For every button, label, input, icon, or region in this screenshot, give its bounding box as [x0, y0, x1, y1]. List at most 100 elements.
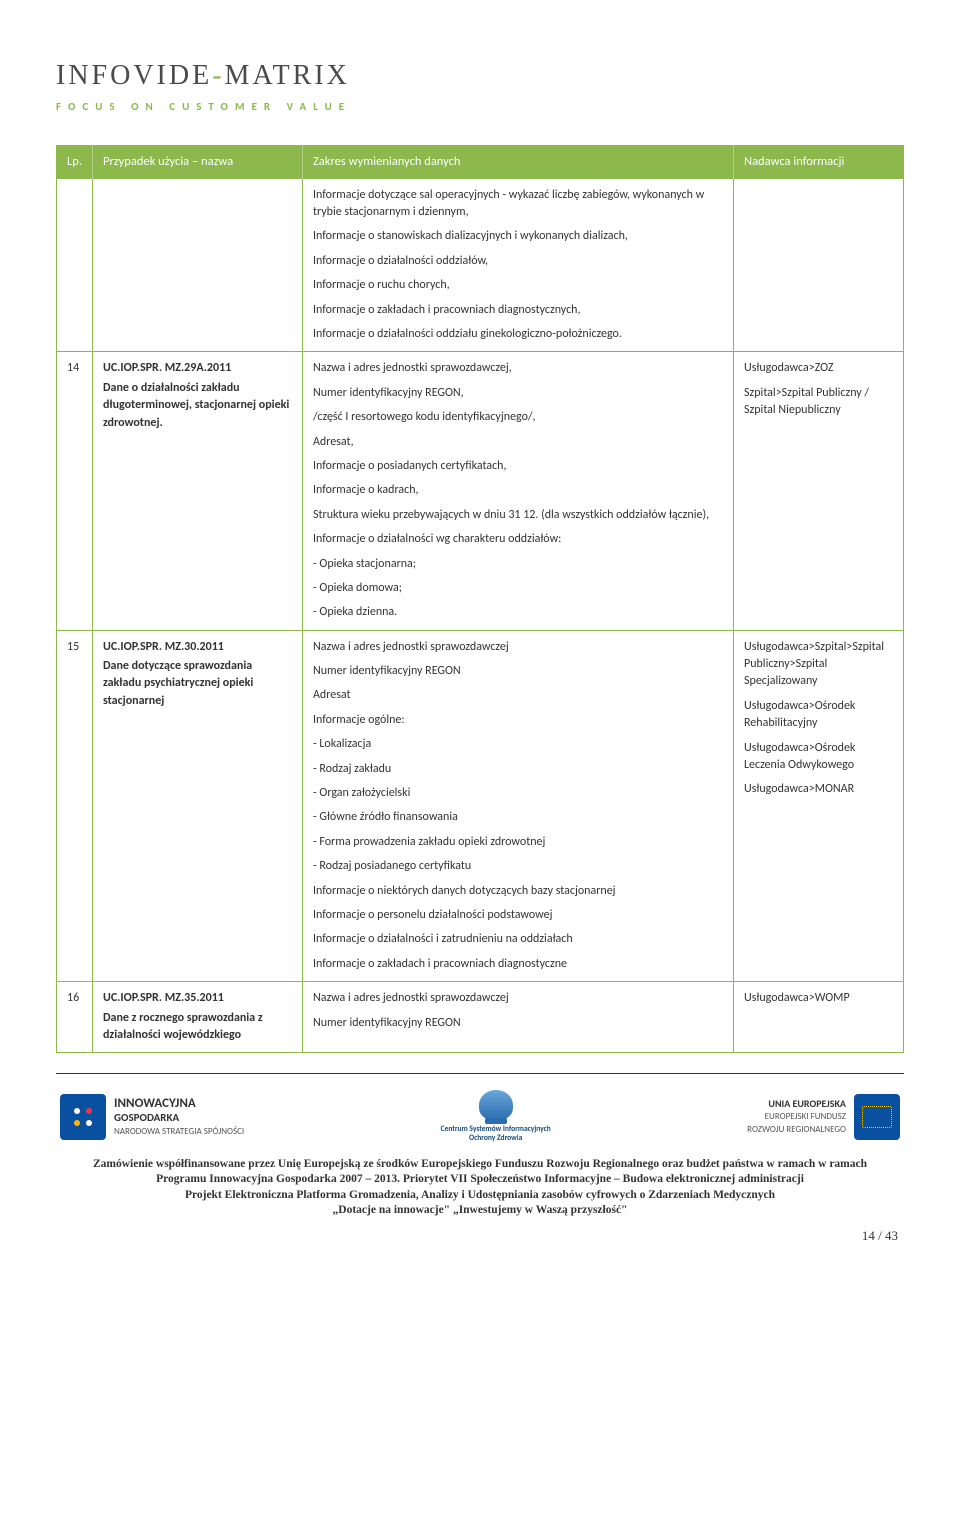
cell-case: UC.IOP.SPR. MZ.35.2011 Dane z rocznego s…: [92, 982, 302, 1053]
case-desc: Dane o działalności zakładu długotermino…: [103, 380, 292, 432]
ue-line3: ROZWOJU REGIONALNEGO: [747, 1124, 846, 1135]
scope-line: Informacje o stanowiskach dializacyjnych…: [313, 228, 723, 245]
ig-text: INNOWACYJNA GOSPODARKA NARODOWA STRATEGI…: [114, 1096, 244, 1138]
scope-line: Informacje o zakładach i pracowniach dia…: [313, 302, 723, 319]
cell-sender: Usługodawca>WOMP: [734, 982, 904, 1053]
cell-scope: Nazwa i adres jednostki sprawozdawczej N…: [302, 630, 733, 981]
logo-innowacyjna: INNOWACYJNA GOSPODARKA NARODOWA STRATEGI…: [60, 1094, 244, 1140]
scope-line: Informacje o działalności wg charakteru …: [313, 531, 723, 548]
case-title: UC.IOP.SPR. MZ.35.2011: [103, 990, 292, 1007]
scope-line: Informacje o personelu działalności pods…: [313, 907, 723, 924]
scope-line: Informacje o działalności oddziału ginek…: [313, 326, 723, 343]
sender-line: Usługodawca>WOMP: [744, 990, 893, 1007]
sender-line: Usługodawca>Szpital>Szpital Publiczny>Sz…: [744, 639, 893, 691]
logo-ue: UNIA EUROPEJSKA EUROPEJSKI FUNDUSZ ROZWO…: [747, 1094, 900, 1140]
logo-brand-left: INFOVIDE: [56, 60, 212, 91]
scope-line: /część I resortowego kodu identyfikacyjn…: [313, 409, 723, 426]
sender-line: Usługodawca>Ośrodek Rehabilitacyjny: [744, 698, 893, 733]
cell-case: [92, 178, 302, 352]
logo-brand: INFOVIDE-MATRIX: [56, 56, 904, 97]
scope-line: Nazwa i adres jednostki sprawozdawczej,: [313, 360, 723, 377]
eu-flag-icon: [854, 1094, 900, 1140]
th-case: Przypadek użycia – nazwa: [92, 145, 302, 178]
th-sender: Nadawca informacji: [734, 145, 904, 178]
case-desc: Dane dotyczące sprawozdania zakładu psyc…: [103, 658, 292, 710]
csi-icon: [479, 1090, 513, 1120]
scope-line: Adresat,: [313, 434, 723, 451]
scope-line: Informacje dotyczące sal operacyjnych - …: [313, 187, 723, 222]
footer-logos: INNOWACYJNA GOSPODARKA NARODOWA STRATEGI…: [56, 1090, 904, 1157]
header-logo: INFOVIDE-MATRIX FOCUS ON CUSTOMER VALUE: [56, 56, 904, 115]
cell-sender: Usługodawca>ZOZ Szpital>Szpital Publiczn…: [734, 352, 904, 630]
footer-text: Zamówienie współfinansowane przez Unię E…: [56, 1157, 904, 1219]
scope-line: Informacje o działalności i zatrudnieniu…: [313, 931, 723, 948]
table-row: 14 UC.IOP.SPR. MZ.29A.2011 Dane o działa…: [57, 352, 904, 630]
page-number: 14 / 43: [56, 1219, 904, 1264]
th-scope: Zakres wymienianych danych: [302, 145, 733, 178]
sender-line: Usługodawca>Ośrodek Leczenia Odwykowego: [744, 740, 893, 775]
case-desc: Dane z rocznego sprawozdania z działalno…: [103, 1010, 292, 1045]
cell-lp: [57, 178, 93, 352]
cell-sender: Usługodawca>Szpital>Szpital Publiczny>Sz…: [734, 630, 904, 981]
footer-text-1: Zamówienie współfinansowane przez Unię E…: [68, 1157, 892, 1188]
cell-lp: 16: [57, 982, 93, 1053]
cell-case: UC.IOP.SPR. MZ.30.2011 Dane dotyczące sp…: [92, 630, 302, 981]
logo-dash: -: [212, 60, 224, 91]
ig-icon: [60, 1094, 106, 1140]
scope-line: - Rodzaj posiadanego certyfikatu: [313, 858, 723, 875]
table-row: 15 UC.IOP.SPR. MZ.30.2011 Dane dotyczące…: [57, 630, 904, 981]
scope-line: Informacje o zakładach i pracowniach dia…: [313, 956, 723, 973]
scope-line: - Opieka domowa;: [313, 580, 723, 597]
scope-line: Numer identyfikacyjny REGON: [313, 1015, 723, 1032]
cell-scope: Nazwa i adres jednostki sprawozdawczej N…: [302, 982, 733, 1053]
scope-line: Numer identyfikacyjny REGON,: [313, 385, 723, 402]
scope-line: - Opieka stacjonarna;: [313, 556, 723, 573]
footer-text-3: „Dotacje na innowacje" „Inwestujemy w Wa…: [68, 1203, 892, 1219]
csi-text: Centrum Systemów Informacyjnych Ochrony …: [441, 1126, 551, 1143]
cell-scope: Nazwa i adres jednostki sprawozdawczej, …: [302, 352, 733, 630]
ig-sub2: NARODOWA STRATEGIA SPÓJNOŚCI: [114, 1126, 244, 1137]
sender-line: Szpital>Szpital Publiczny / Szpital Niep…: [744, 385, 893, 420]
scope-line: Adresat: [313, 687, 723, 704]
scope-line: - Rodzaj zakładu: [313, 761, 723, 778]
logo-csi: Centrum Systemów Informacyjnych Ochrony …: [441, 1090, 551, 1143]
cell-case: UC.IOP.SPR. MZ.29A.2011 Dane o działalno…: [92, 352, 302, 630]
logo-tagline: FOCUS ON CUSTOMER VALUE: [56, 99, 904, 115]
case-title: UC.IOP.SPR. MZ.30.2011: [103, 639, 292, 656]
csi-line2: Ochrony Zdrowia: [469, 1134, 522, 1143]
data-table: Lp. Przypadek użycia – nazwa Zakres wymi…: [56, 145, 904, 1054]
ue-line1: UNIA EUROPEJSKA: [747, 1098, 846, 1110]
scope-line: - Główne źródło finansowania: [313, 809, 723, 826]
logo-brand-right: MATRIX: [225, 60, 350, 91]
scope-line: Informacje o kadrach,: [313, 482, 723, 499]
footer-divider: [56, 1073, 904, 1074]
th-lp: Lp.: [57, 145, 93, 178]
scope-line: Informacje o działalności oddziałów,: [313, 253, 723, 270]
sender-line: Usługodawca>ZOZ: [744, 360, 893, 377]
ig-title: INNOWACYJNA: [114, 1096, 244, 1112]
ue-text: UNIA EUROPEJSKA EUROPEJSKI FUNDUSZ ROZWO…: [747, 1098, 846, 1136]
cell-lp: 15: [57, 630, 93, 981]
scope-line: - Organ założycielski: [313, 785, 723, 802]
sender-line: Usługodawca>MONAR: [744, 781, 893, 798]
case-title: UC.IOP.SPR. MZ.29A.2011: [103, 360, 292, 377]
scope-line: Informacje o niektórych danych dotyczący…: [313, 883, 723, 900]
scope-line: Informacje o posiadanych certyfikatach,: [313, 458, 723, 475]
cell-scope: Informacje dotyczące sal operacyjnych - …: [302, 178, 733, 352]
scope-line: Informacje o ruchu chorych,: [313, 277, 723, 294]
scope-line: Nazwa i adres jednostki sprawozdawczej: [313, 639, 723, 656]
ue-line2: EUROPEJSKI FUNDUSZ: [765, 1111, 846, 1122]
cell-lp: 14: [57, 352, 93, 630]
scope-line: - Forma prowadzenia zakładu opieki zdrow…: [313, 834, 723, 851]
scope-line: - Opieka dzienna.: [313, 604, 723, 621]
scope-line: Nazwa i adres jednostki sprawozdawczej: [313, 990, 723, 1007]
scope-line: Informacje ogólne:: [313, 712, 723, 729]
footer-text-2: Projekt Elektroniczna Platforma Gromadze…: [68, 1188, 892, 1204]
scope-line: - Lokalizacja: [313, 736, 723, 753]
table-row: Informacje dotyczące sal operacyjnych - …: [57, 178, 904, 352]
table-row: 16 UC.IOP.SPR. MZ.35.2011 Dane z roczneg…: [57, 982, 904, 1053]
ig-sub1: GOSPODARKA: [114, 1111, 244, 1124]
scope-line: Numer identyfikacyjny REGON: [313, 663, 723, 680]
scope-line: Struktura wieku przebywających w dniu 31…: [313, 507, 723, 524]
cell-sender: [734, 178, 904, 352]
